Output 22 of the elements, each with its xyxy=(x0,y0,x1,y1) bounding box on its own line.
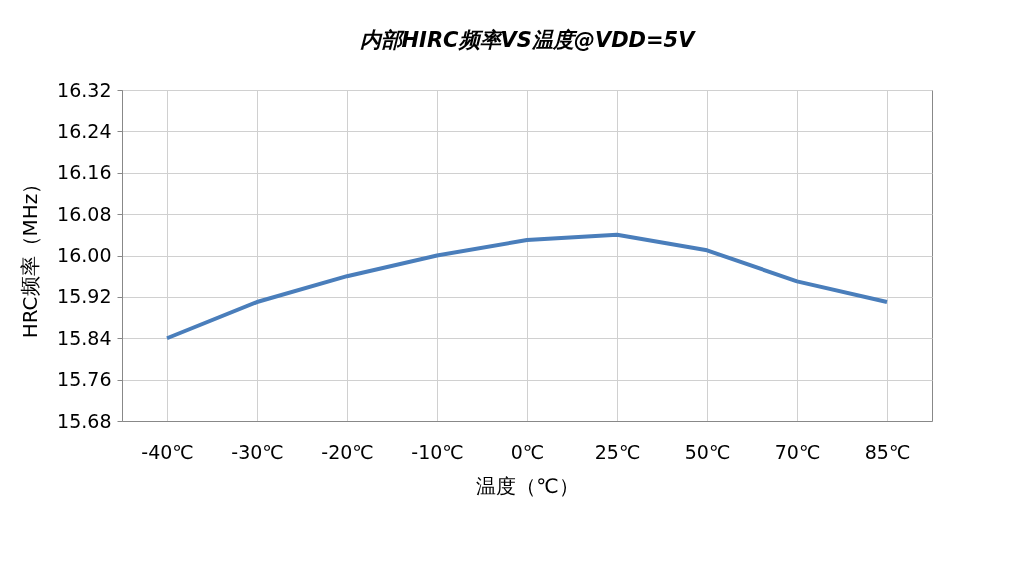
x-tick-label: -20℃ xyxy=(321,440,374,463)
y-tick-label: 16.16 xyxy=(57,161,112,184)
x-axis-title: 温度（℃） xyxy=(476,473,579,498)
y-tick-label: 15.76 xyxy=(57,368,112,391)
y-tick-label: 15.68 xyxy=(57,409,112,432)
x-tick-label: 50℃ xyxy=(684,440,731,463)
y-tick-label: 15.92 xyxy=(57,285,112,308)
x-tick-label: 85℃ xyxy=(864,440,911,463)
y-tick-label: 16.00 xyxy=(57,244,112,266)
y-axis-title: HRC频率（MHz） xyxy=(18,173,43,339)
y-tick-label: 16.24 xyxy=(57,119,112,142)
x-tick-label: 70℃ xyxy=(774,440,821,463)
x-tick-label: 0℃ xyxy=(510,440,545,463)
y-tick-label: 16.32 xyxy=(57,78,112,101)
y-tick-label: 16.08 xyxy=(57,202,112,225)
y-tick-label: 15.84 xyxy=(57,326,112,349)
x-tick-label: -30℃ xyxy=(231,440,284,463)
x-tick-label: -10℃ xyxy=(411,440,464,463)
x-tick-label: 25℃ xyxy=(594,440,641,463)
x-tick-label: -40℃ xyxy=(141,440,194,463)
chart-title: 内部HIRC频率VS温度@VDD=5V xyxy=(359,28,697,52)
line-series xyxy=(165,232,889,341)
